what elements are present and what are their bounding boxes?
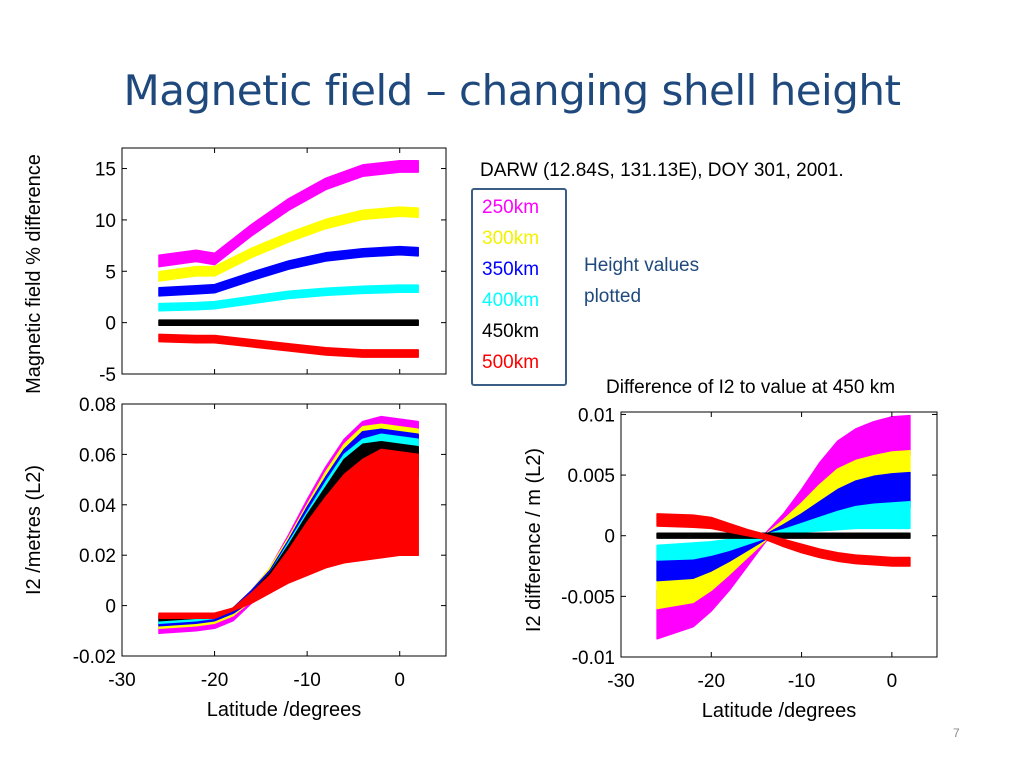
- y-tick-label: 0.005: [567, 466, 615, 487]
- legend-item-250km: 250km: [482, 197, 540, 218]
- x-tick-label: -10: [788, 671, 815, 692]
- y-tick-label: -5: [99, 365, 116, 386]
- x-tick-label: -30: [108, 670, 135, 691]
- series-350km: [158, 245, 419, 297]
- height-legend: 250km 300km 350km 400km 450km 500km: [471, 188, 567, 386]
- x-axis-label: Latitude /degrees: [702, 700, 857, 722]
- series-450km: [656, 532, 911, 539]
- y-tick-label: -0.02: [73, 647, 116, 668]
- x-tick-label: -10: [293, 670, 320, 691]
- series-300km: [158, 206, 419, 282]
- series-group: [158, 160, 419, 358]
- series-250km: [158, 160, 419, 268]
- legend-item-300km: 300km: [482, 228, 540, 249]
- y-tick-label: -0.005: [561, 587, 615, 608]
- y-tick-label: -0.01: [572, 648, 615, 669]
- x-tick-label: -20: [698, 671, 725, 692]
- legend-item-450km: 450km: [482, 321, 540, 342]
- y-tick-label: 0.06: [79, 445, 116, 466]
- slide-title: Magnetic field – changing shell height: [123, 66, 901, 115]
- series-400km: [158, 284, 419, 312]
- x-tick-label: -30: [607, 671, 634, 692]
- station-info: DARW (12.84S, 131.13E), DOY 301, 2001.: [480, 160, 844, 181]
- series-500km: [656, 513, 911, 567]
- plot-frame: [620, 411, 938, 658]
- legend-item-350km: 350km: [482, 259, 540, 280]
- series-group: [158, 415, 419, 635]
- y-tick-label: 0.01: [578, 405, 615, 426]
- series-500km: [158, 333, 419, 358]
- height-note-line1: Height values: [584, 255, 700, 276]
- x-tick-label: 0: [887, 671, 898, 692]
- series-500km: [158, 448, 419, 619]
- y-tick-label: 0: [105, 314, 116, 335]
- series-group: [656, 414, 911, 640]
- chart-i2-difference: -0.01 -0.005 0 0.005 0.01 -30 -20 -10 0 Latitude …: [523, 405, 938, 722]
- x-tick-label: 0: [394, 670, 405, 691]
- y-tick-label: 0.08: [79, 395, 116, 416]
- y-tick-label: 0.04: [79, 496, 116, 517]
- x-axis-label: Latitude /degrees: [207, 699, 362, 721]
- y-tick-label: 10: [95, 211, 116, 232]
- legend-item-500km: 500km: [482, 352, 540, 373]
- chart-mag-field: -5 0 5 10 15 Magnetic field % difference: [23, 147, 447, 394]
- height-note: Height values plotted: [584, 250, 699, 312]
- chart-i2-metres: -0.02 0 0.02 0.04 0.06 0.08 -30 -20 -10 0 Latitude…: [23, 395, 447, 721]
- y-axis-label: I2 difference / m (L2): [523, 448, 545, 632]
- x-tick-label: -20: [201, 670, 228, 691]
- y-tick-label: 15: [95, 160, 116, 181]
- y-tick-label: 5: [105, 262, 116, 283]
- y-tick-label: 0: [604, 527, 615, 548]
- plot-frame: [121, 147, 447, 375]
- page-number: 7: [953, 726, 960, 740]
- y-axis-label: I2 /metres (L2): [23, 465, 45, 595]
- y-axis-label: Magnetic field % difference: [23, 154, 45, 394]
- y-tick-label: 0: [105, 597, 116, 618]
- plot-frame: [121, 403, 447, 657]
- diff-caption: Difference of I2 to value at 450 km: [606, 377, 896, 398]
- y-tick-label: 0.02: [79, 546, 116, 567]
- legend-item-400km: 400km: [482, 290, 540, 311]
- height-note-line2: plotted: [584, 286, 642, 307]
- series-450km: [158, 319, 419, 326]
